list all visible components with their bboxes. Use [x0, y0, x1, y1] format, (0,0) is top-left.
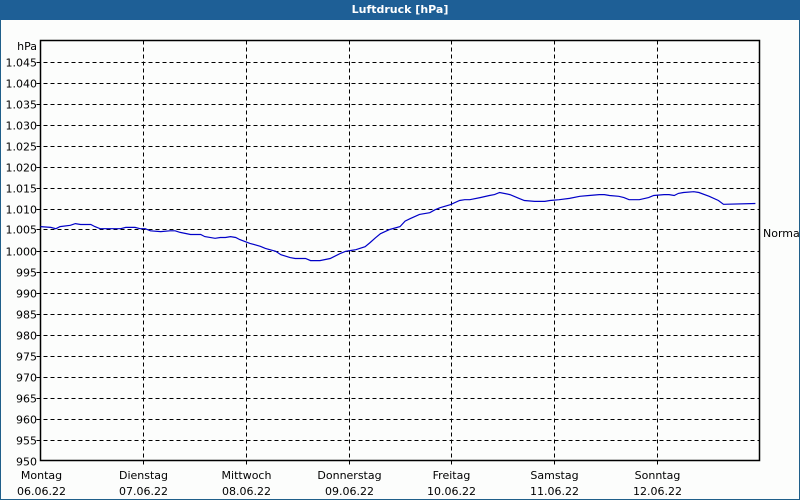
grid-lines: [36, 40, 760, 466]
x-tick-date-label: 10.06.22: [427, 485, 476, 498]
x-axis-ticks: Montag 06.06.22 Dienstag 07.06.22 Mittwoch 08…: [17, 469, 682, 498]
x-tick-date-label: 11.06.22: [530, 485, 579, 498]
x-tick-date-label: 12.06.22: [633, 485, 682, 498]
x-tick-day-label: Montag: [21, 469, 62, 482]
y-tick-label: 1.025: [6, 141, 38, 154]
x-tick-day-label: Donnerstag: [317, 469, 381, 482]
x-tick-day-label: Freitag: [433, 469, 471, 482]
y-tick-label: 980: [16, 330, 37, 343]
y-tick-label: 995: [16, 267, 37, 280]
y-tick-label: 965: [16, 393, 37, 406]
y-tick-label: 985: [16, 309, 37, 322]
y-tick-label: 1.000: [6, 246, 38, 259]
x-tick-day-label: Samstag: [530, 469, 578, 482]
y-tick-label: 975: [16, 351, 37, 364]
plot-area-border: [39, 39, 761, 462]
y-tick-label: 1.040: [6, 78, 38, 91]
pressure-line: [40, 191, 756, 262]
y-tick-label: 960: [16, 414, 37, 427]
y-tick-label: 1.045: [6, 57, 38, 70]
x-tick-day-label: Mittwoch: [222, 469, 272, 482]
y-axis-unit-label: hPa: [17, 40, 37, 53]
y-tick-label: 1.010: [6, 204, 38, 217]
y-tick-label: 1.020: [6, 162, 38, 175]
x-tick-date-label: 09.06.22: [325, 485, 374, 498]
y-tick-label: 970: [16, 372, 37, 385]
y-tick-label: 1.015: [6, 183, 38, 196]
window-title: Luftdruck [hPa]: [0, 0, 800, 20]
y-tick-label: 990: [16, 288, 37, 301]
x-tick-day-label: Sonntag: [635, 469, 681, 482]
y-axis-ticks: 1.045 1.040 1.035 1.030 1.025 1.020 1.015 1.010…: [6, 57, 38, 469]
x-tick-date-label: 08.06.22: [222, 485, 271, 498]
y-tick-label: 1.005: [6, 224, 38, 237]
y-tick-label: 955: [16, 435, 37, 448]
normal-reference-label: Normal: [763, 227, 800, 240]
x-tick-day-label: Dienstag: [119, 469, 168, 482]
x-tick-date-label: 07.06.22: [119, 485, 168, 498]
x-tick-date-label: 06.06.22: [17, 485, 66, 498]
y-tick-label: 1.035: [6, 99, 38, 112]
y-tick-label: 1.030: [6, 120, 38, 133]
y-tick-label: 950: [16, 456, 37, 469]
